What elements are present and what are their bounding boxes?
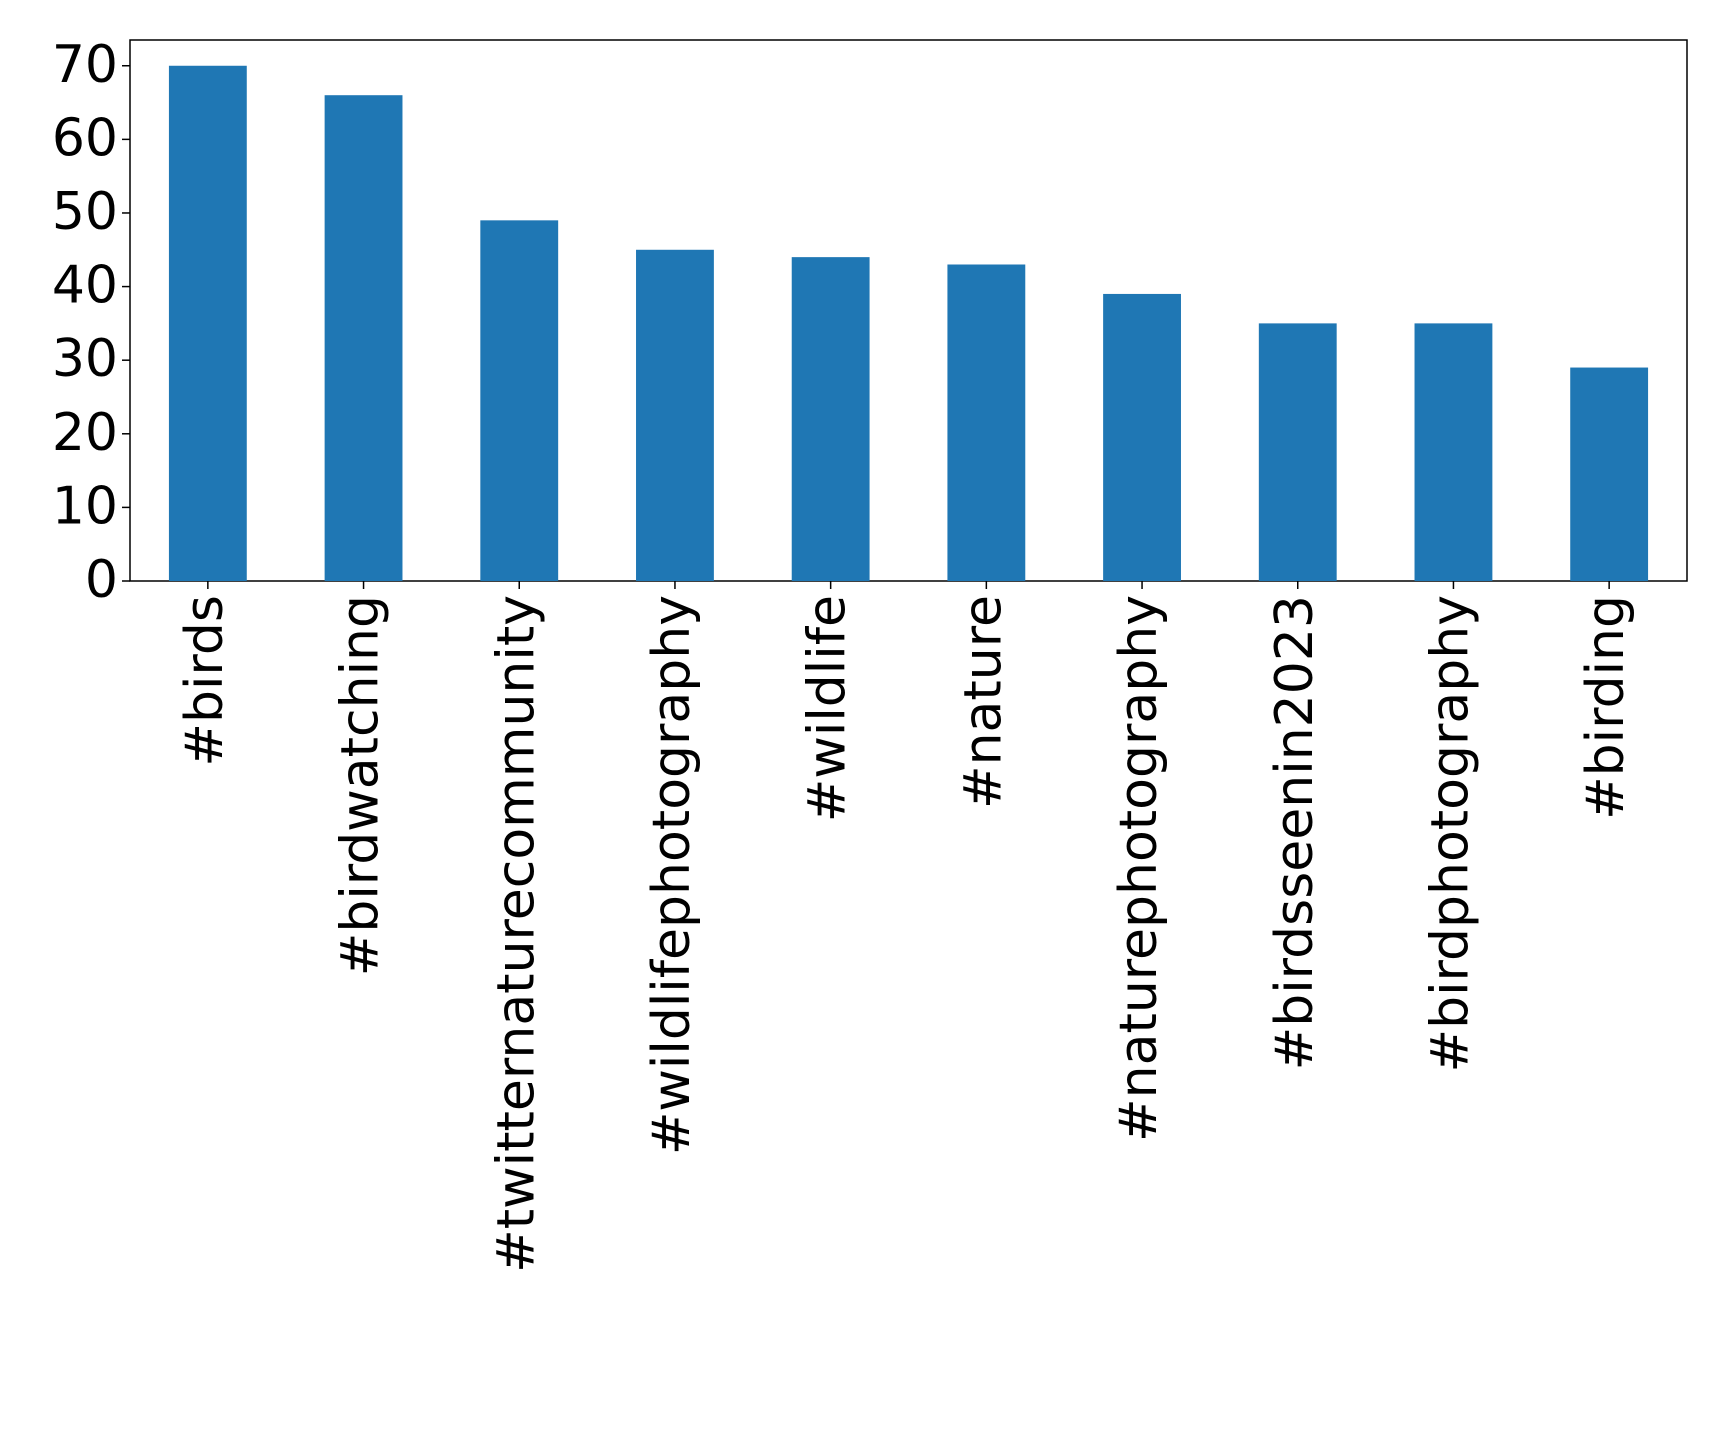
bar xyxy=(480,220,559,582)
y-tick-label: 50 xyxy=(52,182,118,242)
y-tick-label: 0 xyxy=(85,550,118,610)
x-tick-label: #birding xyxy=(1576,595,1636,820)
y-tick-label: 30 xyxy=(52,329,118,389)
plot-frame xyxy=(129,39,1688,582)
y-tick-label: 60 xyxy=(52,108,118,168)
bar xyxy=(791,257,870,581)
x-tick-label: #birdphotography xyxy=(1420,595,1480,1072)
bar xyxy=(947,264,1026,581)
x-tick-label: #naturephotography xyxy=(1109,595,1169,1142)
x-tick-label: #wildlifephotography xyxy=(642,595,702,1155)
bar xyxy=(324,95,403,582)
bar xyxy=(1570,367,1649,581)
y-tick-label: 40 xyxy=(52,256,118,316)
bar xyxy=(1258,323,1337,581)
y-tick-label: 70 xyxy=(52,35,118,95)
bar xyxy=(1103,293,1181,581)
x-tick-label: #birdwatching xyxy=(331,595,391,976)
y-tick-label: 20 xyxy=(52,403,118,463)
x-tick-label: #twitternaturecommunity xyxy=(486,595,546,1273)
bar xyxy=(636,249,714,581)
bar xyxy=(168,65,247,581)
x-tick-label: #nature xyxy=(953,595,1013,809)
bar xyxy=(1414,323,1493,581)
x-tick-label: #birdsseenin2023 xyxy=(1265,595,1325,1070)
y-tick-label: 10 xyxy=(52,476,118,536)
x-tick-label: #birds xyxy=(175,595,235,767)
x-tick-label: #wildlife xyxy=(798,595,858,822)
